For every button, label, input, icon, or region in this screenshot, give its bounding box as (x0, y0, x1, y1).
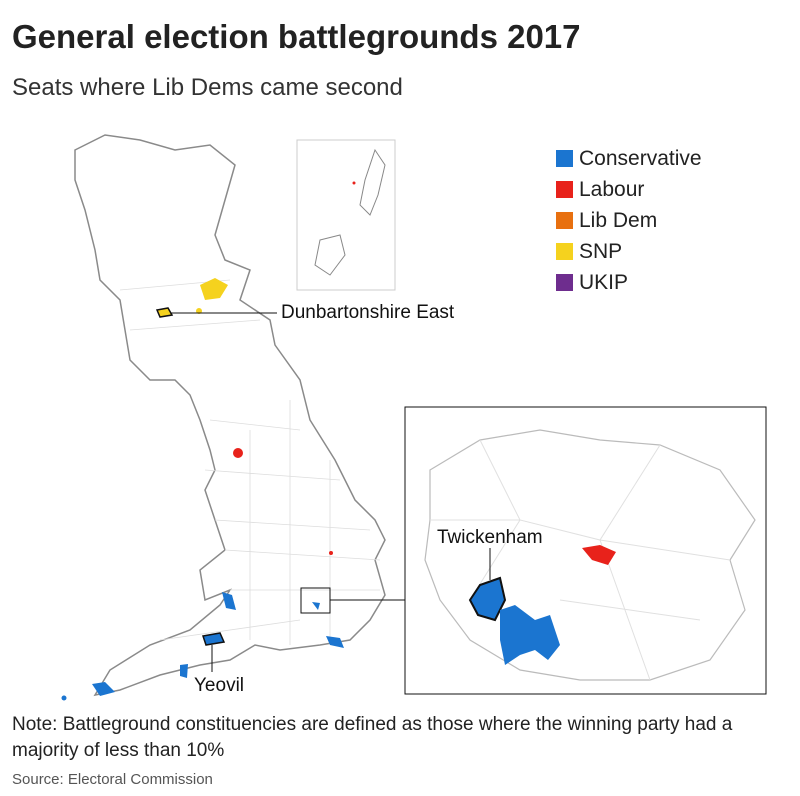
legend-swatch (556, 181, 573, 198)
borough-borders (430, 439, 731, 681)
conservative-seat (61, 695, 67, 701)
legend-item-conservative: Conservative (556, 143, 702, 174)
source: Source: Electoral Commission (12, 771, 213, 788)
legend-swatch (556, 243, 573, 260)
legend-item-lib-dem: Lib Dem (556, 205, 702, 236)
dunbartonshire-east-seat (155, 307, 174, 318)
conservative-seat (326, 636, 344, 648)
legend-swatch (556, 212, 573, 229)
conservative-seat-inset (500, 605, 560, 665)
legend-item-snp: SNP (556, 236, 702, 267)
conservative-seat (180, 664, 188, 678)
legend-swatch (556, 274, 573, 291)
labour-seat-inset (582, 545, 616, 565)
legend-item-ukip: UKIP (556, 267, 702, 298)
conservative-seat (92, 682, 115, 696)
yeovil-seat (202, 632, 226, 646)
labour-seat (329, 551, 333, 555)
legend-item-labour: Labour (556, 174, 702, 205)
labour-seat (233, 448, 243, 458)
page-title: General election battlegrounds 2017 (12, 18, 581, 55)
subtitle: Seats where Lib Dems came second (12, 74, 403, 101)
footnote: Note: Battleground constituencies are de… (12, 714, 733, 761)
label-dunbartonshire-east: Dunbartonshire East (281, 302, 455, 323)
label-yeovil: Yeovil (194, 675, 245, 696)
snp-seat (200, 278, 228, 300)
twickenham-seat (468, 576, 507, 622)
legend: Conservative Labour Lib Dem SNP UKIP (556, 143, 702, 298)
legend-swatch (556, 150, 573, 167)
conservative-seat (222, 592, 236, 610)
conservative-seat (312, 602, 320, 610)
shetland-islands (314, 148, 386, 276)
constituency-borders (119, 279, 381, 645)
shetland-labour-seat (352, 181, 356, 185)
label-twickenham: Twickenham (437, 527, 543, 548)
